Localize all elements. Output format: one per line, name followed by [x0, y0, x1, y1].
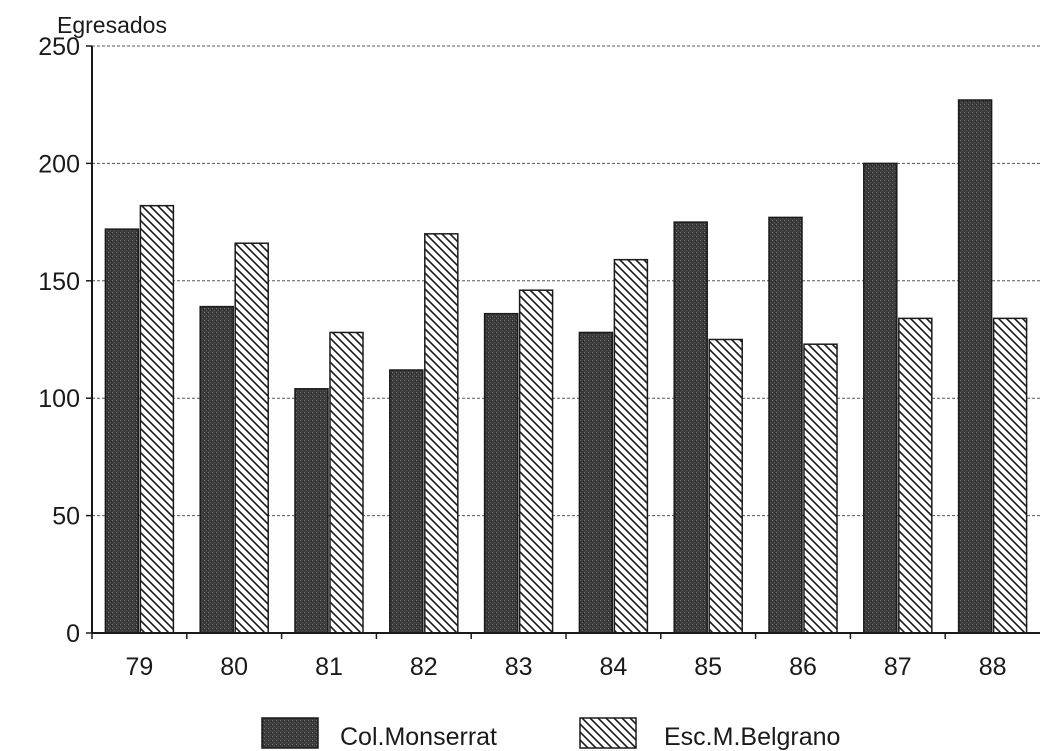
bar-col-monserrat-88: [957, 99, 993, 634]
y-tick-label: 50: [52, 503, 80, 531]
bar-col-monserrat-87: [863, 162, 898, 634]
bars: [104, 99, 1028, 634]
y-tick-label: 250: [38, 33, 80, 61]
bar-esc-m-belgrano-87: [898, 317, 933, 634]
x-tick-label: 83: [505, 653, 533, 681]
bar-col-monserrat-82: [389, 369, 424, 634]
bar-col-monserrat-83: [483, 312, 519, 634]
bar-esc-m-belgrano-79: [139, 204, 175, 634]
axes: 0 50 100 150 200 250 79 80 81 82 83 84 85 86 87 88: [38, 33, 1040, 681]
x-tick-label: 87: [884, 653, 912, 681]
legend-label: Esc.M.Belgrano: [664, 723, 840, 751]
gridlines: [92, 45, 1040, 517]
legend-swatch-esc-m-belgrano: [579, 717, 637, 749]
bar-esc-m-belgrano-84: [613, 258, 649, 634]
y-tick-label: 150: [38, 268, 80, 296]
legend: Col.Monserrat Esc.M.Belgrano: [261, 717, 840, 751]
x-tick-label: 80: [220, 653, 248, 681]
bar-esc-m-belgrano-88: [992, 317, 1028, 634]
bar-esc-m-belgrano-81: [329, 331, 364, 634]
y-tick-label: 200: [38, 150, 80, 178]
legend-label: Col.Monserrat: [340, 723, 497, 751]
x-tick-label: 82: [410, 653, 438, 681]
bar-col-monserrat-86: [768, 216, 803, 634]
bar-col-monserrat-79: [104, 228, 140, 634]
bar-esc-m-belgrano-85: [708, 338, 743, 634]
bar-col-monserrat-81: [294, 388, 329, 634]
legend-swatch-col-monserrat: [261, 717, 319, 749]
bar-esc-m-belgrano-83: [518, 289, 554, 634]
bar-esc-m-belgrano-86: [803, 343, 838, 634]
y-axis-label: Egresados: [57, 12, 167, 38]
x-tick-label: 79: [125, 653, 153, 681]
bar-esc-m-belgrano-80: [234, 242, 269, 634]
y-tick-label: 100: [38, 385, 80, 413]
x-tick-label: 81: [315, 653, 343, 681]
bar-esc-m-belgrano-82: [424, 233, 459, 634]
bar-col-monserrat-85: [673, 221, 708, 634]
bar-col-monserrat-84: [578, 331, 614, 634]
x-tick-label: 88: [979, 653, 1007, 681]
x-tick-label: 85: [694, 653, 722, 681]
x-tick-label: 86: [789, 653, 817, 681]
y-tick-label: 0: [66, 620, 80, 648]
bar-col-monserrat-80: [199, 305, 234, 634]
x-tick-label: 84: [599, 653, 627, 681]
